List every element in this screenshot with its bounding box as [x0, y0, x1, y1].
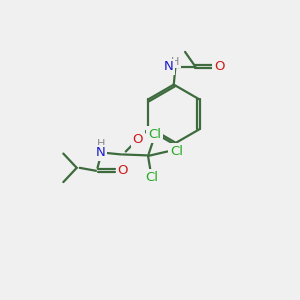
Text: H: H: [171, 57, 179, 67]
Text: Cl: Cl: [148, 128, 161, 141]
Text: O: O: [118, 164, 128, 177]
Text: H: H: [97, 140, 106, 149]
Text: Cl: Cl: [145, 171, 158, 184]
Text: N: N: [96, 146, 105, 160]
Text: N: N: [164, 60, 174, 73]
Text: O: O: [132, 133, 143, 146]
Text: O: O: [214, 60, 224, 73]
Text: Cl: Cl: [170, 145, 183, 158]
